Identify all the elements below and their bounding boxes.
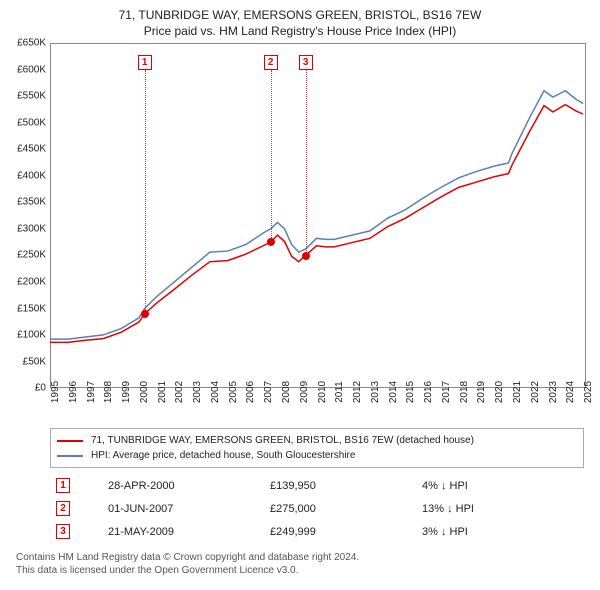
table-row: 3 21-MAY-2009£249,9993% ↓ HPI [50,520,584,543]
txn-index: 1 [56,478,70,493]
callout-dot [302,252,310,260]
y-tick: £500K [17,117,46,128]
callout-box: 1 [138,55,152,70]
y-tick: £250K [17,250,46,261]
chart-title: 71, TUNBRIDGE WAY, EMERSONS GREEN, BRIST… [8,8,592,39]
transactions-table: 1 28-APR-2000£139,9504% ↓ HPI 2 01-JUN-2007… [50,474,584,543]
txn-date: 21-MAY-2009 [102,520,264,543]
y-tick: £550K [17,91,46,102]
legend-item-hpi: HPI: Average price, detached house, Sout… [57,448,577,463]
callout-line [145,70,146,314]
y-tick: £150K [17,303,46,314]
txn-delta: 4% ↓ HPI [416,474,584,497]
txn-price: £249,999 [264,520,416,543]
price-chart: £0£50K£100K£150K£200K£250K£300K£350K£400… [50,43,586,388]
txn-price: £275,000 [264,497,416,520]
txn-delta: 13% ↓ HPI [416,497,584,520]
legend: 71, TUNBRIDGE WAY, EMERSONS GREEN, BRIST… [50,428,584,468]
y-tick: £400K [17,170,46,181]
callout-box: 3 [299,55,313,70]
callout-dot [267,238,275,246]
series-hpi [50,91,583,339]
txn-index: 3 [56,524,70,539]
txn-price: £139,950 [264,474,416,497]
credit: Contains HM Land Registry data © Crown c… [16,551,584,577]
y-tick: £50K [23,356,46,367]
callout-line [306,70,307,256]
legend-label: HPI: Average price, detached house, Sout… [91,448,355,463]
credit-line2: This data is licensed under the Open Gov… [16,564,584,577]
callout-box: 2 [264,55,278,70]
callout-line [271,70,272,243]
y-tick: £600K [17,64,46,75]
txn-date: 28-APR-2000 [102,474,264,497]
legend-label: 71, TUNBRIDGE WAY, EMERSONS GREEN, BRIST… [91,433,474,448]
legend-item-subject: 71, TUNBRIDGE WAY, EMERSONS GREEN, BRIST… [57,433,577,448]
table-row: 1 28-APR-2000£139,9504% ↓ HPI [50,474,584,497]
txn-index: 2 [56,501,70,516]
y-tick: £350K [17,197,46,208]
series-subject [50,105,583,343]
y-tick: £300K [17,223,46,234]
credit-line1: Contains HM Land Registry data © Crown c… [16,551,584,564]
txn-date: 01-JUN-2007 [102,497,264,520]
title-line2: Price paid vs. HM Land Registry's House … [8,24,592,40]
legend-swatch [57,455,83,457]
title-line1: 71, TUNBRIDGE WAY, EMERSONS GREEN, BRIST… [8,8,592,24]
y-tick: £450K [17,144,46,155]
y-tick: £100K [17,330,46,341]
table-row: 2 01-JUN-2007£275,00013% ↓ HPI [50,497,584,520]
y-tick: £200K [17,277,46,288]
callout-dot [141,310,149,318]
y-tick: £0 [35,383,46,394]
legend-swatch [57,440,83,442]
y-tick: £650K [17,38,46,49]
txn-delta: 3% ↓ HPI [416,520,584,543]
